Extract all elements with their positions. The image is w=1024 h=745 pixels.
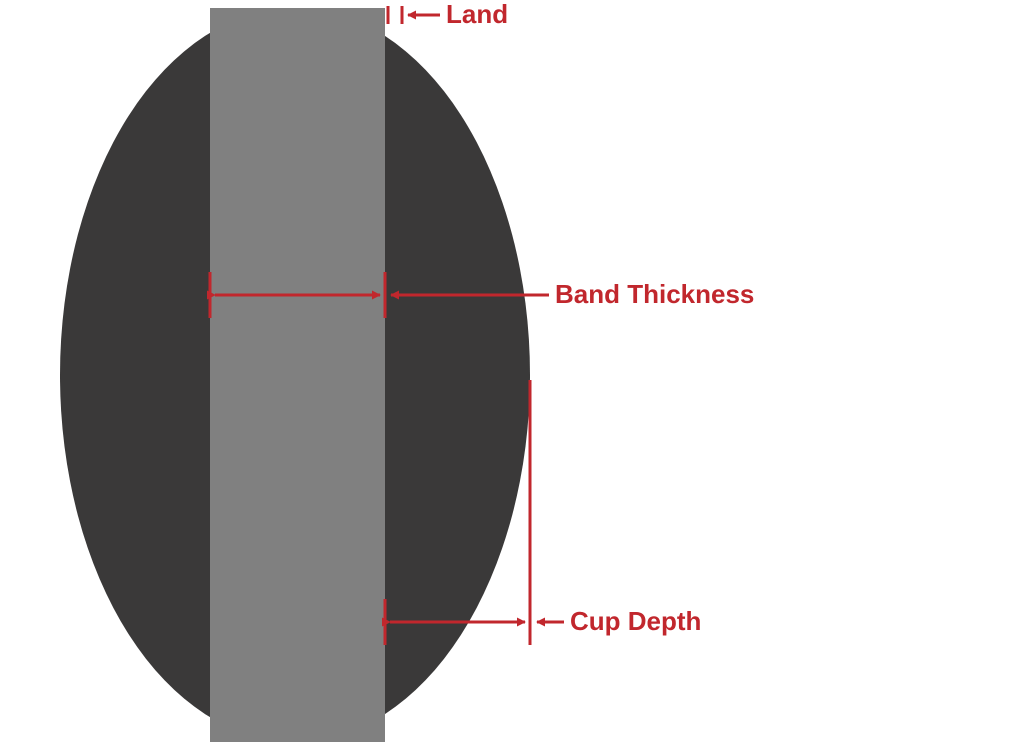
label-band-thickness: Band Thickness — [555, 279, 754, 309]
diagram-svg: Land Band Thickness Cup Depth — [0, 0, 1024, 745]
label-cup-depth: Cup Depth — [570, 606, 701, 636]
band — [210, 8, 385, 742]
label-land: Land — [446, 0, 508, 29]
